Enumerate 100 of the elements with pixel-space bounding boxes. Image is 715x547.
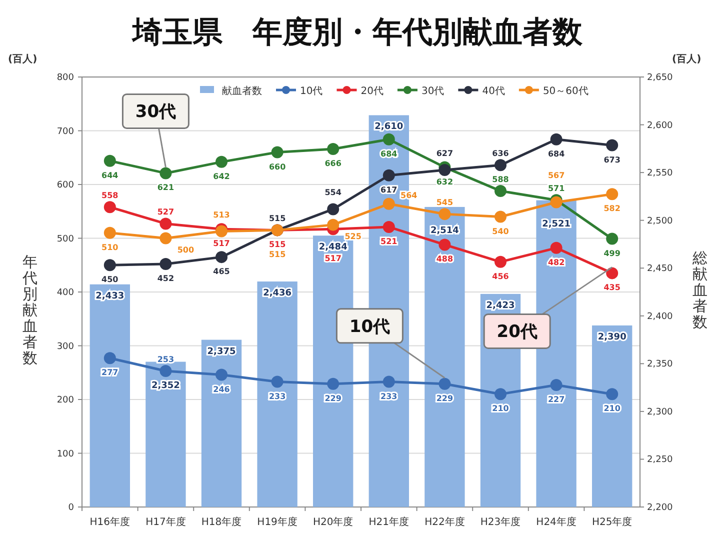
data-label: 636 [492, 149, 509, 158]
data-label: 452 [157, 274, 174, 284]
data-label: 521 [380, 236, 398, 246]
data-label: 527 [157, 208, 174, 217]
legend-label: 40代 [482, 86, 505, 97]
text: (百人) [672, 53, 702, 65]
data-label: 684 [380, 149, 398, 158]
y2-tick-label: 2,300 [647, 407, 674, 418]
y2-tick-label: 2,550 [647, 168, 674, 179]
data-label: 435 [604, 283, 620, 292]
data-label: 513 [213, 210, 230, 220]
text: (百人) [8, 53, 38, 65]
x-tick-label: H18年度 [201, 516, 242, 528]
data-label: 582 [604, 204, 620, 214]
data-label: 2,352 [151, 380, 180, 391]
annotation: 30代 [135, 102, 176, 122]
data-label: 642 [213, 172, 230, 181]
data-label: 684 [548, 149, 565, 158]
y-tick-label: 0 [68, 503, 74, 513]
y2-tick-label: 2,500 [647, 216, 674, 226]
y-tick-label: 700 [56, 126, 74, 137]
data-label: 246 [213, 384, 230, 394]
x-tick-label: H24年度 [536, 516, 576, 528]
point [160, 167, 172, 180]
point [104, 226, 116, 239]
point [160, 258, 172, 270]
annotation: 10代 [349, 316, 390, 337]
point [327, 378, 340, 390]
data-label: 233 [268, 392, 286, 401]
point [550, 378, 562, 391]
data-label: 2,436 [263, 288, 292, 298]
data-label: 253 [157, 355, 174, 364]
data-label: 499 [604, 248, 620, 258]
data-label: 450 [102, 275, 118, 284]
point [382, 169, 395, 182]
data-label: 660 [268, 162, 286, 172]
data-label: 517 [324, 254, 342, 264]
data-label: 2,390 [598, 332, 626, 342]
annotation: 20代 [496, 322, 538, 342]
data-label: 277 [102, 368, 118, 378]
point [494, 184, 506, 197]
y-axis-title: 年代別献血者数 [22, 253, 38, 367]
x-tick-label: H19年度 [257, 516, 298, 528]
data-label: 510 [102, 242, 118, 252]
point [606, 139, 618, 152]
y2-tick-label: 2,200 [647, 503, 674, 513]
y2-tick-label: 2,450 [647, 264, 674, 274]
point [438, 164, 451, 176]
chart-title: 埼玉県 年度別・年代別献血者数 [130, 15, 584, 50]
data-label: 545 [436, 198, 454, 208]
data-label: 2,484 [318, 242, 348, 253]
data-label: 515 [268, 240, 286, 250]
point [606, 267, 618, 280]
y-tick-label: 100 [56, 449, 74, 460]
point [104, 154, 116, 167]
legend-label: 20代 [360, 86, 384, 97]
point [494, 256, 506, 268]
point [382, 198, 395, 210]
y2-axis-title: 総献血者数 [692, 249, 708, 331]
data-label: 571 [548, 184, 565, 194]
data-label: 229 [436, 394, 454, 403]
point [550, 242, 562, 254]
y2-tick-label: 2,250 [647, 455, 674, 466]
y-tick-label: 600 [56, 180, 74, 190]
point [438, 208, 451, 220]
point [271, 376, 284, 388]
point [494, 159, 506, 172]
data-label: 554 [324, 188, 342, 198]
data-label: 617 [380, 185, 398, 194]
data-label: 2,514 [430, 226, 459, 236]
y-tick-label: 400 [56, 288, 74, 298]
data-label: 229 [324, 394, 342, 403]
legend-label: 献血者数 [222, 85, 262, 97]
point [606, 232, 618, 245]
data-label: 2,610 [374, 122, 404, 132]
point [327, 218, 340, 231]
data-label: 488 [436, 254, 454, 264]
point [327, 143, 340, 156]
data-label: 567 [548, 171, 565, 180]
point [494, 388, 506, 400]
data-label: 2,423 [486, 300, 515, 311]
x-tick-label: H17年度 [146, 516, 186, 528]
data-label: 588 [492, 174, 509, 184]
data-label: 456 [492, 272, 509, 281]
y-tick-label: 800 [56, 73, 74, 83]
point [216, 368, 228, 381]
data-label: 558 [102, 191, 118, 200]
data-label: 227 [548, 394, 565, 404]
data-label: 666 [324, 159, 342, 168]
data-label: 632 [436, 177, 454, 186]
data-label: 627 [436, 149, 454, 158]
y-tick-label: 500 [56, 234, 74, 244]
point [104, 352, 116, 364]
data-label: 500 [177, 245, 194, 254]
data-label: 515 [268, 250, 286, 260]
x-tick-label: H16年度 [90, 516, 130, 528]
data-label: 621 [157, 183, 174, 192]
data-label: 233 [380, 392, 398, 401]
legend-label: 30代 [421, 86, 444, 97]
data-label: 644 [102, 170, 118, 180]
